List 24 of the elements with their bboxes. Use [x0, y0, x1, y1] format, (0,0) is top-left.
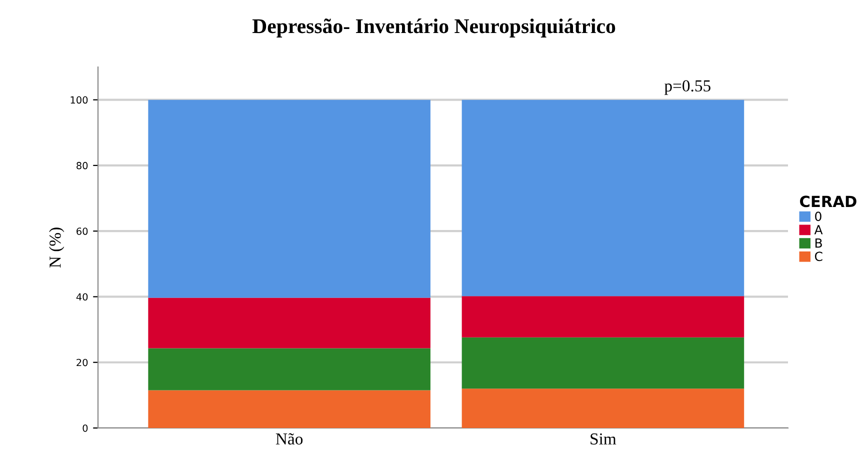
legend-label: B: [815, 238, 822, 248]
y-tick-label: 0: [82, 424, 88, 432]
legend-label: A: [814, 225, 823, 234]
chart-title: Depressão- Inventário Neuropsiquiátrico: [252, 18, 616, 38]
bar: [148, 298, 430, 348]
bar: [148, 348, 430, 390]
legend-label: 0: [815, 212, 822, 222]
y-tick-label: 20: [76, 358, 88, 366]
legend-label: C: [814, 252, 822, 262]
bar: [148, 390, 430, 428]
x-tick-label: Não: [276, 433, 303, 445]
x-tick-label: Sim: [590, 433, 616, 445]
bar: [462, 296, 744, 338]
annotation: p=0.55: [664, 80, 710, 95]
y-tick-label: 100: [70, 96, 88, 104]
y-tick-label: 40: [76, 293, 88, 301]
bar: [462, 337, 744, 389]
bar: [462, 388, 744, 428]
y-tick-label: 60: [76, 228, 88, 235]
bar: [148, 100, 430, 298]
legend-title: CERAD: [800, 196, 856, 208]
bar: [462, 100, 744, 296]
y-tick-label: 80: [76, 162, 88, 170]
y-axis-title: N (%): [49, 228, 64, 268]
